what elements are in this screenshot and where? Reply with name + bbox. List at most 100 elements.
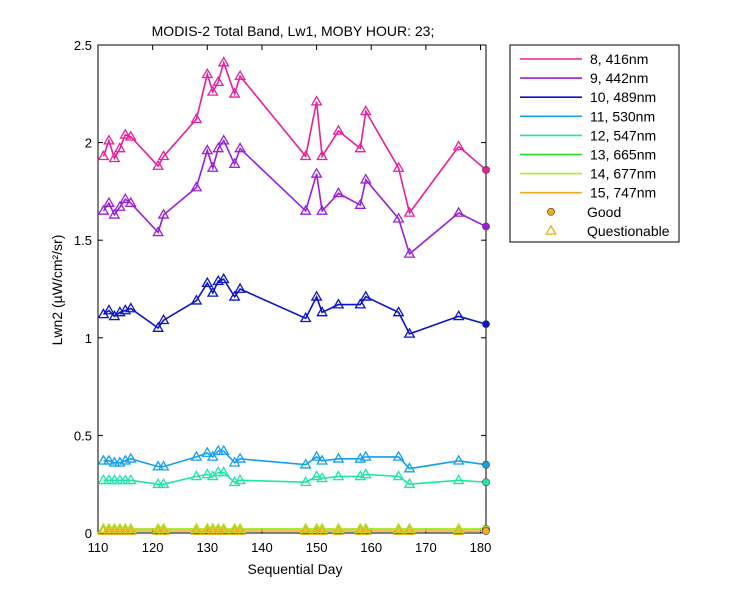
questionable-point xyxy=(392,212,405,223)
x-tick-label: 110 xyxy=(88,540,109,555)
legend-label: Good xyxy=(587,204,621,220)
good-point xyxy=(482,478,490,487)
questionable-point xyxy=(201,276,214,288)
y-axis-label: Lwn2 (µW/cm²/sr) xyxy=(49,235,65,346)
questionable-point xyxy=(403,206,416,217)
questionable-point xyxy=(392,161,405,172)
series-line xyxy=(102,59,460,215)
questionable-point xyxy=(392,522,405,533)
good-marker-icon xyxy=(547,207,555,216)
legend-label: 15, 747nm xyxy=(590,185,656,201)
questionable-point xyxy=(316,454,328,465)
series-4 xyxy=(97,466,487,489)
questionable-point xyxy=(354,142,367,153)
legend-label: 8, 416nm xyxy=(590,51,648,67)
questionable-point xyxy=(212,142,225,153)
questionable-point xyxy=(113,200,126,211)
questionable-point xyxy=(359,290,372,301)
questionable-point xyxy=(124,302,137,313)
questionable-point xyxy=(157,522,170,533)
y-tick-label: 2.5 xyxy=(74,38,92,53)
questionable-point xyxy=(316,306,328,317)
questionable-point xyxy=(354,198,367,209)
questionable-point xyxy=(217,466,230,477)
questionable-point xyxy=(310,95,323,106)
x-tick-label: 170 xyxy=(415,540,437,555)
questionable-point xyxy=(190,112,203,124)
questionable-point xyxy=(452,524,465,535)
questionable-point xyxy=(403,477,416,489)
questionable-point xyxy=(332,124,345,135)
questionable-point xyxy=(316,472,328,483)
questionable-point xyxy=(452,522,465,533)
questionable-point xyxy=(103,454,115,465)
y-tick-label: 0.5 xyxy=(74,428,92,443)
questionable-point xyxy=(157,149,170,161)
questionable-point xyxy=(201,468,214,479)
questionable-point xyxy=(359,524,372,535)
questionable-point xyxy=(190,450,203,461)
series-1 xyxy=(97,134,487,258)
questionable-point xyxy=(403,247,416,258)
questionable-point xyxy=(190,524,203,535)
x-tick-label: 180 xyxy=(470,540,492,555)
questionable-point xyxy=(234,473,246,485)
good-point xyxy=(482,166,490,174)
questionable-point xyxy=(157,460,170,471)
questionable-point xyxy=(299,311,312,323)
good-point xyxy=(482,222,490,231)
questionable-point xyxy=(97,204,110,215)
questionable-point xyxy=(234,69,246,81)
questionable-point xyxy=(157,208,170,219)
questionable-point xyxy=(299,524,312,535)
questionable-point xyxy=(332,187,345,198)
questionable-point xyxy=(201,67,214,79)
y-tick-label: 1.5 xyxy=(74,233,92,248)
questionable-point xyxy=(403,327,416,338)
questionable-point xyxy=(217,134,230,145)
questionable-point xyxy=(190,294,203,305)
questionable-point xyxy=(217,444,230,455)
questionable-point xyxy=(310,290,323,301)
questionable-point xyxy=(332,452,345,463)
questionable-point xyxy=(392,524,405,535)
questionable-point xyxy=(124,452,137,463)
questionable-point xyxy=(124,524,137,535)
x-tick-label: 130 xyxy=(196,540,218,555)
questionable-point xyxy=(299,149,312,161)
questionable-point xyxy=(206,286,219,297)
questionable-point xyxy=(403,524,416,535)
questionable-point xyxy=(206,85,219,96)
questionable-point xyxy=(299,475,312,487)
legend-label: 11, 530nm xyxy=(590,108,655,124)
questionable-point xyxy=(392,450,405,461)
questionable-point xyxy=(157,477,170,489)
questionable-point xyxy=(359,105,372,116)
questionable-point xyxy=(316,204,328,215)
questionable-point xyxy=(212,75,225,86)
questionable-point xyxy=(234,524,246,535)
questionable-point xyxy=(452,454,465,465)
questionable-marker-icon xyxy=(545,224,557,235)
questionable-point xyxy=(124,196,137,208)
questionable-point xyxy=(359,450,372,461)
questionable-point xyxy=(157,524,170,535)
questionable-point xyxy=(152,159,164,170)
legend-label: 14, 677nm xyxy=(590,166,656,182)
questionable-point xyxy=(119,128,132,139)
questionable-point xyxy=(113,142,126,153)
legend-label: 13, 665nm xyxy=(590,147,656,163)
legend-label: 9, 442nm xyxy=(590,70,648,86)
series-6 xyxy=(97,522,486,533)
questionable-point xyxy=(299,204,312,215)
x-tick-label: 120 xyxy=(142,540,164,555)
questionable-point xyxy=(359,522,372,533)
questionable-point xyxy=(392,306,405,317)
plot-area: 110 120 130 140 150 160 170 180 0 0.5 1 1.5 2 2.5 xyxy=(74,38,491,555)
questionable-point xyxy=(332,524,345,535)
series-0 xyxy=(97,56,487,217)
questionable-point xyxy=(190,522,203,533)
x-tick-label: 140 xyxy=(251,540,273,555)
series-line xyxy=(458,315,487,325)
questionable-point xyxy=(217,56,230,67)
